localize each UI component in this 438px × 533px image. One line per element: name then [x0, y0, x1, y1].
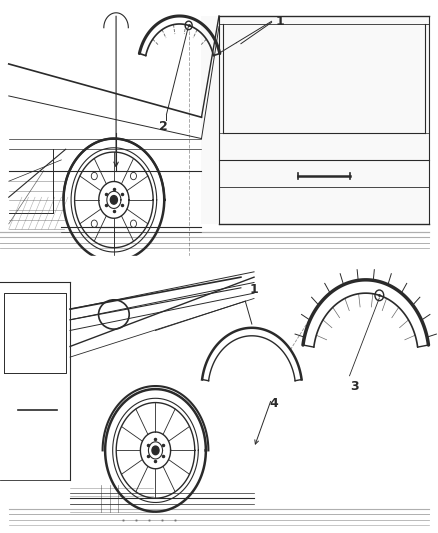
Circle shape — [110, 196, 117, 204]
Text: 2: 2 — [159, 120, 168, 133]
Polygon shape — [201, 16, 429, 224]
FancyBboxPatch shape — [4, 272, 434, 528]
Text: 3: 3 — [350, 380, 359, 393]
Text: 4: 4 — [269, 397, 278, 410]
Text: 1: 1 — [250, 283, 258, 296]
Text: 1: 1 — [276, 15, 285, 28]
Circle shape — [152, 446, 159, 455]
FancyBboxPatch shape — [4, 11, 434, 256]
